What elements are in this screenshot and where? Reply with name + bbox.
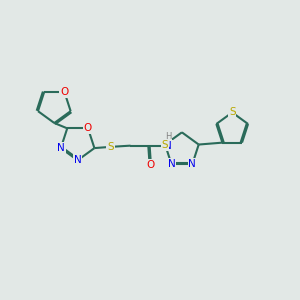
- Text: N: N: [57, 143, 65, 153]
- Text: N: N: [188, 159, 196, 169]
- Text: S: S: [107, 142, 114, 152]
- Text: O: O: [84, 123, 92, 133]
- Text: O: O: [147, 160, 155, 170]
- Text: N: N: [168, 159, 176, 169]
- Text: O: O: [60, 87, 68, 97]
- Text: N: N: [74, 155, 82, 165]
- Text: N: N: [164, 141, 172, 151]
- Text: S: S: [229, 107, 236, 118]
- Text: H: H: [165, 132, 171, 141]
- Text: S: S: [162, 140, 168, 149]
